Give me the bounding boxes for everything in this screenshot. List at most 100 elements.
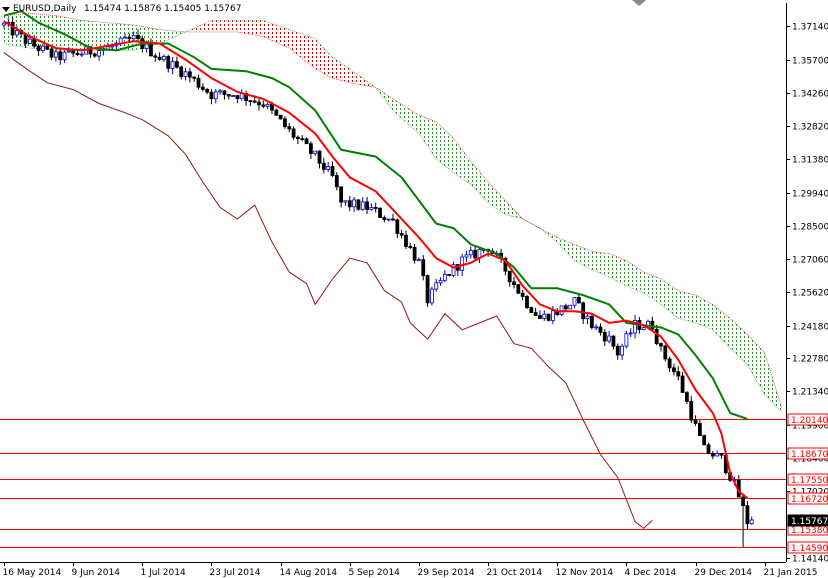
candle[interactable] <box>153 53 158 62</box>
candle[interactable] <box>421 255 426 281</box>
candle[interactable] <box>615 343 620 360</box>
candle[interactable] <box>533 307 538 317</box>
candle[interactable] <box>425 274 430 307</box>
candle[interactable] <box>283 116 287 129</box>
candle[interactable] <box>546 313 551 322</box>
candle[interactable] <box>235 94 240 104</box>
candle[interactable] <box>538 310 542 319</box>
candle[interactable] <box>200 83 205 92</box>
candle[interactable] <box>663 344 668 362</box>
candle[interactable] <box>429 286 434 306</box>
candle[interactable] <box>326 162 331 173</box>
plot-area[interactable] <box>0 10 786 548</box>
candle[interactable] <box>451 261 456 278</box>
candle[interactable] <box>304 137 309 145</box>
candle[interactable] <box>192 76 197 82</box>
candle[interactable] <box>611 335 616 350</box>
candle[interactable] <box>317 150 322 169</box>
candle[interactable] <box>702 434 707 446</box>
candle[interactable] <box>607 331 612 344</box>
candle[interactable] <box>226 94 231 100</box>
candle[interactable] <box>209 89 214 105</box>
candle[interactable] <box>542 310 547 321</box>
candle[interactable] <box>468 246 473 259</box>
candle[interactable] <box>572 297 577 309</box>
candle[interactable] <box>218 88 223 95</box>
candle[interactable] <box>291 126 296 140</box>
candle[interactable] <box>442 270 447 282</box>
candle[interactable] <box>602 329 607 347</box>
candle[interactable] <box>693 415 698 426</box>
candle[interactable] <box>10 17 15 40</box>
candle[interactable] <box>378 207 382 219</box>
candle[interactable] <box>689 395 694 424</box>
candle[interactable] <box>356 199 361 211</box>
candle[interactable] <box>45 45 50 50</box>
candle[interactable] <box>520 290 525 301</box>
candle[interactable] <box>408 242 413 250</box>
candle[interactable] <box>347 195 352 212</box>
candle[interactable] <box>205 87 210 95</box>
candle[interactable] <box>741 494 745 548</box>
candle[interactable] <box>58 49 63 65</box>
candle[interactable] <box>672 363 676 376</box>
candle[interactable] <box>79 51 84 58</box>
candle[interactable] <box>507 270 512 287</box>
candle[interactable] <box>412 243 417 264</box>
candle[interactable] <box>399 229 404 239</box>
candle[interactable] <box>313 150 318 156</box>
shift-marker-icon[interactable] <box>632 0 646 6</box>
candle[interactable] <box>512 276 516 289</box>
candle[interactable] <box>136 29 140 42</box>
candle[interactable] <box>213 88 218 104</box>
candle[interactable] <box>525 294 529 310</box>
candle[interactable] <box>598 323 603 336</box>
candle[interactable] <box>36 43 41 56</box>
candle[interactable] <box>296 135 300 145</box>
symbol-dropdown-icon[interactable] <box>2 7 10 12</box>
candle[interactable] <box>321 157 326 174</box>
candle[interactable] <box>749 516 754 525</box>
candle[interactable] <box>706 442 711 455</box>
candle[interactable] <box>360 197 365 211</box>
candle[interactable] <box>170 57 175 75</box>
candle[interactable] <box>667 356 672 372</box>
candle[interactable] <box>196 74 201 90</box>
candle[interactable] <box>300 135 305 142</box>
candle[interactable] <box>680 371 685 394</box>
candle[interactable] <box>265 102 270 110</box>
candle[interactable] <box>179 65 184 80</box>
candle[interactable] <box>715 450 720 457</box>
candle[interactable] <box>261 100 266 109</box>
candle[interactable] <box>49 46 54 61</box>
candle[interactable] <box>585 314 590 325</box>
candle[interactable] <box>183 67 188 81</box>
candle[interactable] <box>628 328 633 337</box>
candle[interactable] <box>373 202 378 213</box>
candle[interactable] <box>654 324 659 346</box>
candle[interactable] <box>131 31 136 41</box>
candle[interactable] <box>53 49 58 62</box>
candle[interactable] <box>719 453 724 459</box>
candle[interactable] <box>334 171 339 191</box>
candle[interactable] <box>330 161 335 178</box>
candle[interactable] <box>568 304 573 310</box>
candle[interactable] <box>92 52 97 58</box>
candle[interactable] <box>650 316 655 331</box>
candle[interactable] <box>222 90 227 100</box>
candle[interactable] <box>239 89 244 101</box>
candle[interactable] <box>434 278 439 292</box>
candle[interactable] <box>248 100 253 107</box>
candle[interactable] <box>386 218 391 222</box>
candle[interactable] <box>287 123 292 133</box>
candle[interactable] <box>417 257 421 262</box>
candle[interactable] <box>231 94 235 97</box>
candle[interactable] <box>477 246 482 264</box>
candle[interactable] <box>685 391 689 404</box>
candle[interactable] <box>464 250 469 262</box>
candle[interactable] <box>174 56 179 69</box>
candle[interactable] <box>365 196 369 214</box>
candle[interactable] <box>404 230 408 250</box>
candle[interactable] <box>676 366 681 381</box>
